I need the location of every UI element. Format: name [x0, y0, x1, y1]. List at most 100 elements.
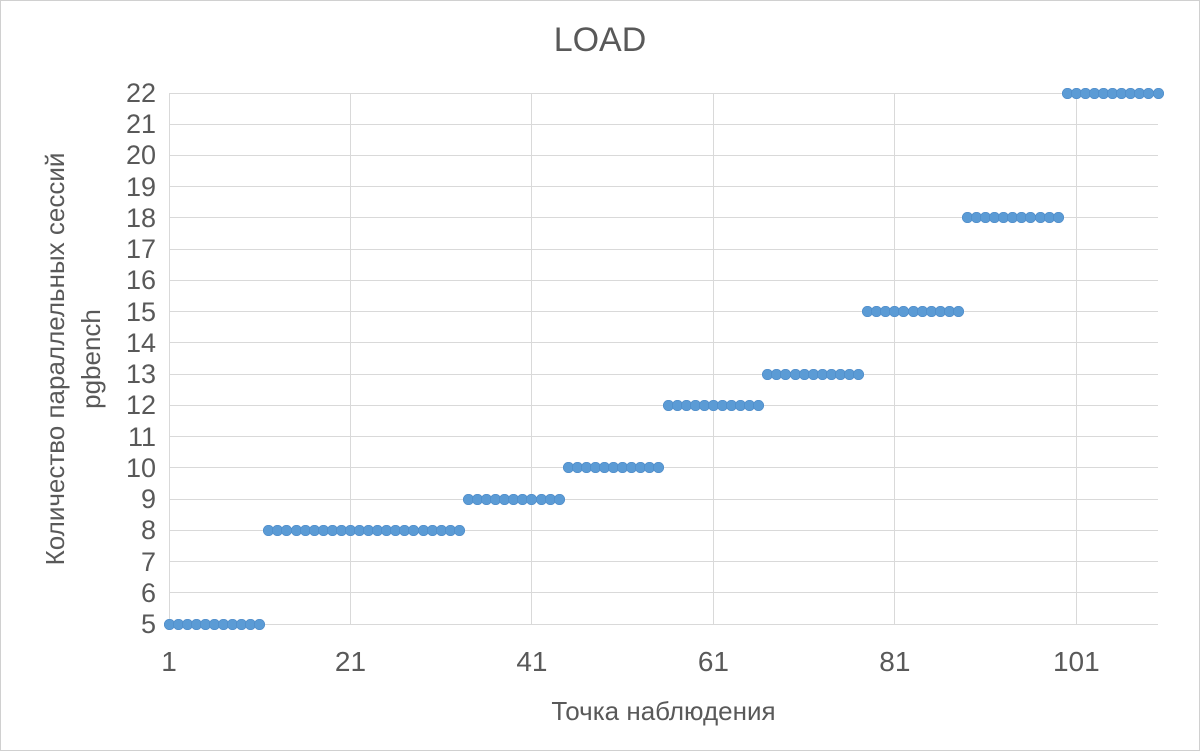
data-point: [172, 618, 184, 630]
y-tick-label: 6: [140, 577, 156, 608]
data-point: [1107, 87, 1119, 99]
y-tick-label: 18: [125, 202, 156, 233]
data-point: [508, 493, 520, 505]
data-point: [354, 524, 366, 536]
data-point: [825, 368, 837, 380]
data-point: [617, 462, 629, 474]
data-point: [317, 524, 329, 536]
data-point: [844, 368, 855, 380]
data-point: [925, 306, 937, 318]
data-point: [281, 524, 293, 536]
data-point: [871, 306, 883, 318]
data-point: [1079, 87, 1091, 99]
data-point: [308, 524, 320, 536]
data-point: [735, 399, 747, 411]
data-point: [689, 399, 701, 411]
y-tick-label: 17: [125, 234, 156, 265]
data-point: [816, 368, 828, 380]
y-tick-label: 11: [127, 421, 156, 452]
horizontal-gridline: [169, 92, 1158, 94]
horizontal-gridline: [169, 592, 1158, 594]
data-point: [952, 306, 964, 318]
data-point: [698, 399, 710, 411]
horizontal-gridline: [169, 154, 1158, 156]
data-point: [562, 462, 574, 474]
chart-title: LOAD: [553, 21, 647, 59]
vertical-gridline: [349, 93, 351, 624]
data-point: [163, 618, 175, 630]
data-point: [1016, 212, 1028, 224]
data-point: [943, 306, 955, 318]
data-point: [680, 399, 692, 411]
data-point: [1116, 87, 1128, 99]
data-point: [1088, 87, 1100, 99]
data-point: [780, 368, 792, 380]
data-point: [1098, 87, 1110, 99]
data-point: [771, 368, 783, 380]
vertical-gridline: [894, 93, 896, 624]
data-point: [208, 618, 220, 630]
y-tick-label: 7: [140, 546, 156, 577]
y-axis-line: [168, 93, 170, 624]
data-point: [716, 399, 728, 411]
data-point: [635, 462, 647, 474]
data-point: [753, 399, 765, 411]
data-point: [390, 524, 402, 536]
data-point: [889, 306, 901, 318]
data-point: [971, 212, 983, 224]
data-point: [934, 306, 946, 318]
data-point: [762, 368, 774, 380]
data-point: [726, 399, 738, 411]
data-point: [181, 618, 193, 630]
data-point: [462, 493, 474, 505]
horizontal-gridline: [169, 123, 1158, 125]
data-point: [907, 306, 919, 318]
data-point: [1034, 212, 1046, 224]
horizontal-gridline: [169, 529, 1158, 531]
x-tick-label: 101: [1052, 646, 1100, 677]
plot-area: [163, 87, 1164, 630]
data-point: [807, 368, 819, 380]
y-tick-label: 8: [140, 515, 156, 546]
y-tick-label: 19: [125, 171, 156, 202]
data-point: [481, 493, 493, 505]
y-tick-label: 9: [140, 484, 156, 515]
vertical-gridline: [712, 93, 714, 624]
data-point: [1007, 212, 1019, 224]
y-tick-label: 14: [125, 327, 156, 358]
data-point: [571, 462, 583, 474]
data-point: [435, 524, 447, 536]
data-point: [453, 524, 465, 536]
data-point: [998, 212, 1010, 224]
horizontal-gridline: [169, 217, 1158, 219]
data-point: [980, 212, 992, 224]
data-point: [1152, 87, 1164, 99]
horizontal-gridline: [169, 498, 1158, 500]
data-point: [589, 462, 601, 474]
horizontal-gridline: [169, 436, 1158, 438]
data-point: [707, 399, 719, 411]
horizontal-gridline: [169, 186, 1158, 188]
data-point: [626, 462, 638, 474]
data-point: [789, 368, 801, 380]
data-point: [426, 524, 438, 536]
data-point: [1043, 212, 1055, 224]
data-point: [916, 306, 928, 318]
x-axis-title: Точка наблюдения: [551, 696, 776, 726]
data-point: [399, 524, 411, 536]
horizontal-gridline: [169, 279, 1158, 281]
data-point: [608, 462, 620, 474]
data-point: [599, 462, 611, 474]
data-point: [1143, 87, 1155, 99]
data-point: [1061, 87, 1073, 99]
data-point: [961, 212, 973, 224]
y-tick-label: 20: [125, 140, 156, 171]
y-tick-label: 16: [125, 265, 156, 296]
horizontal-gridline: [169, 373, 1158, 375]
y-tick-label: 13: [125, 359, 156, 390]
x-tick-label: 21: [334, 646, 367, 677]
data-point: [535, 493, 547, 505]
y-tick-label: 15: [125, 296, 156, 327]
data-point: [290, 524, 302, 536]
